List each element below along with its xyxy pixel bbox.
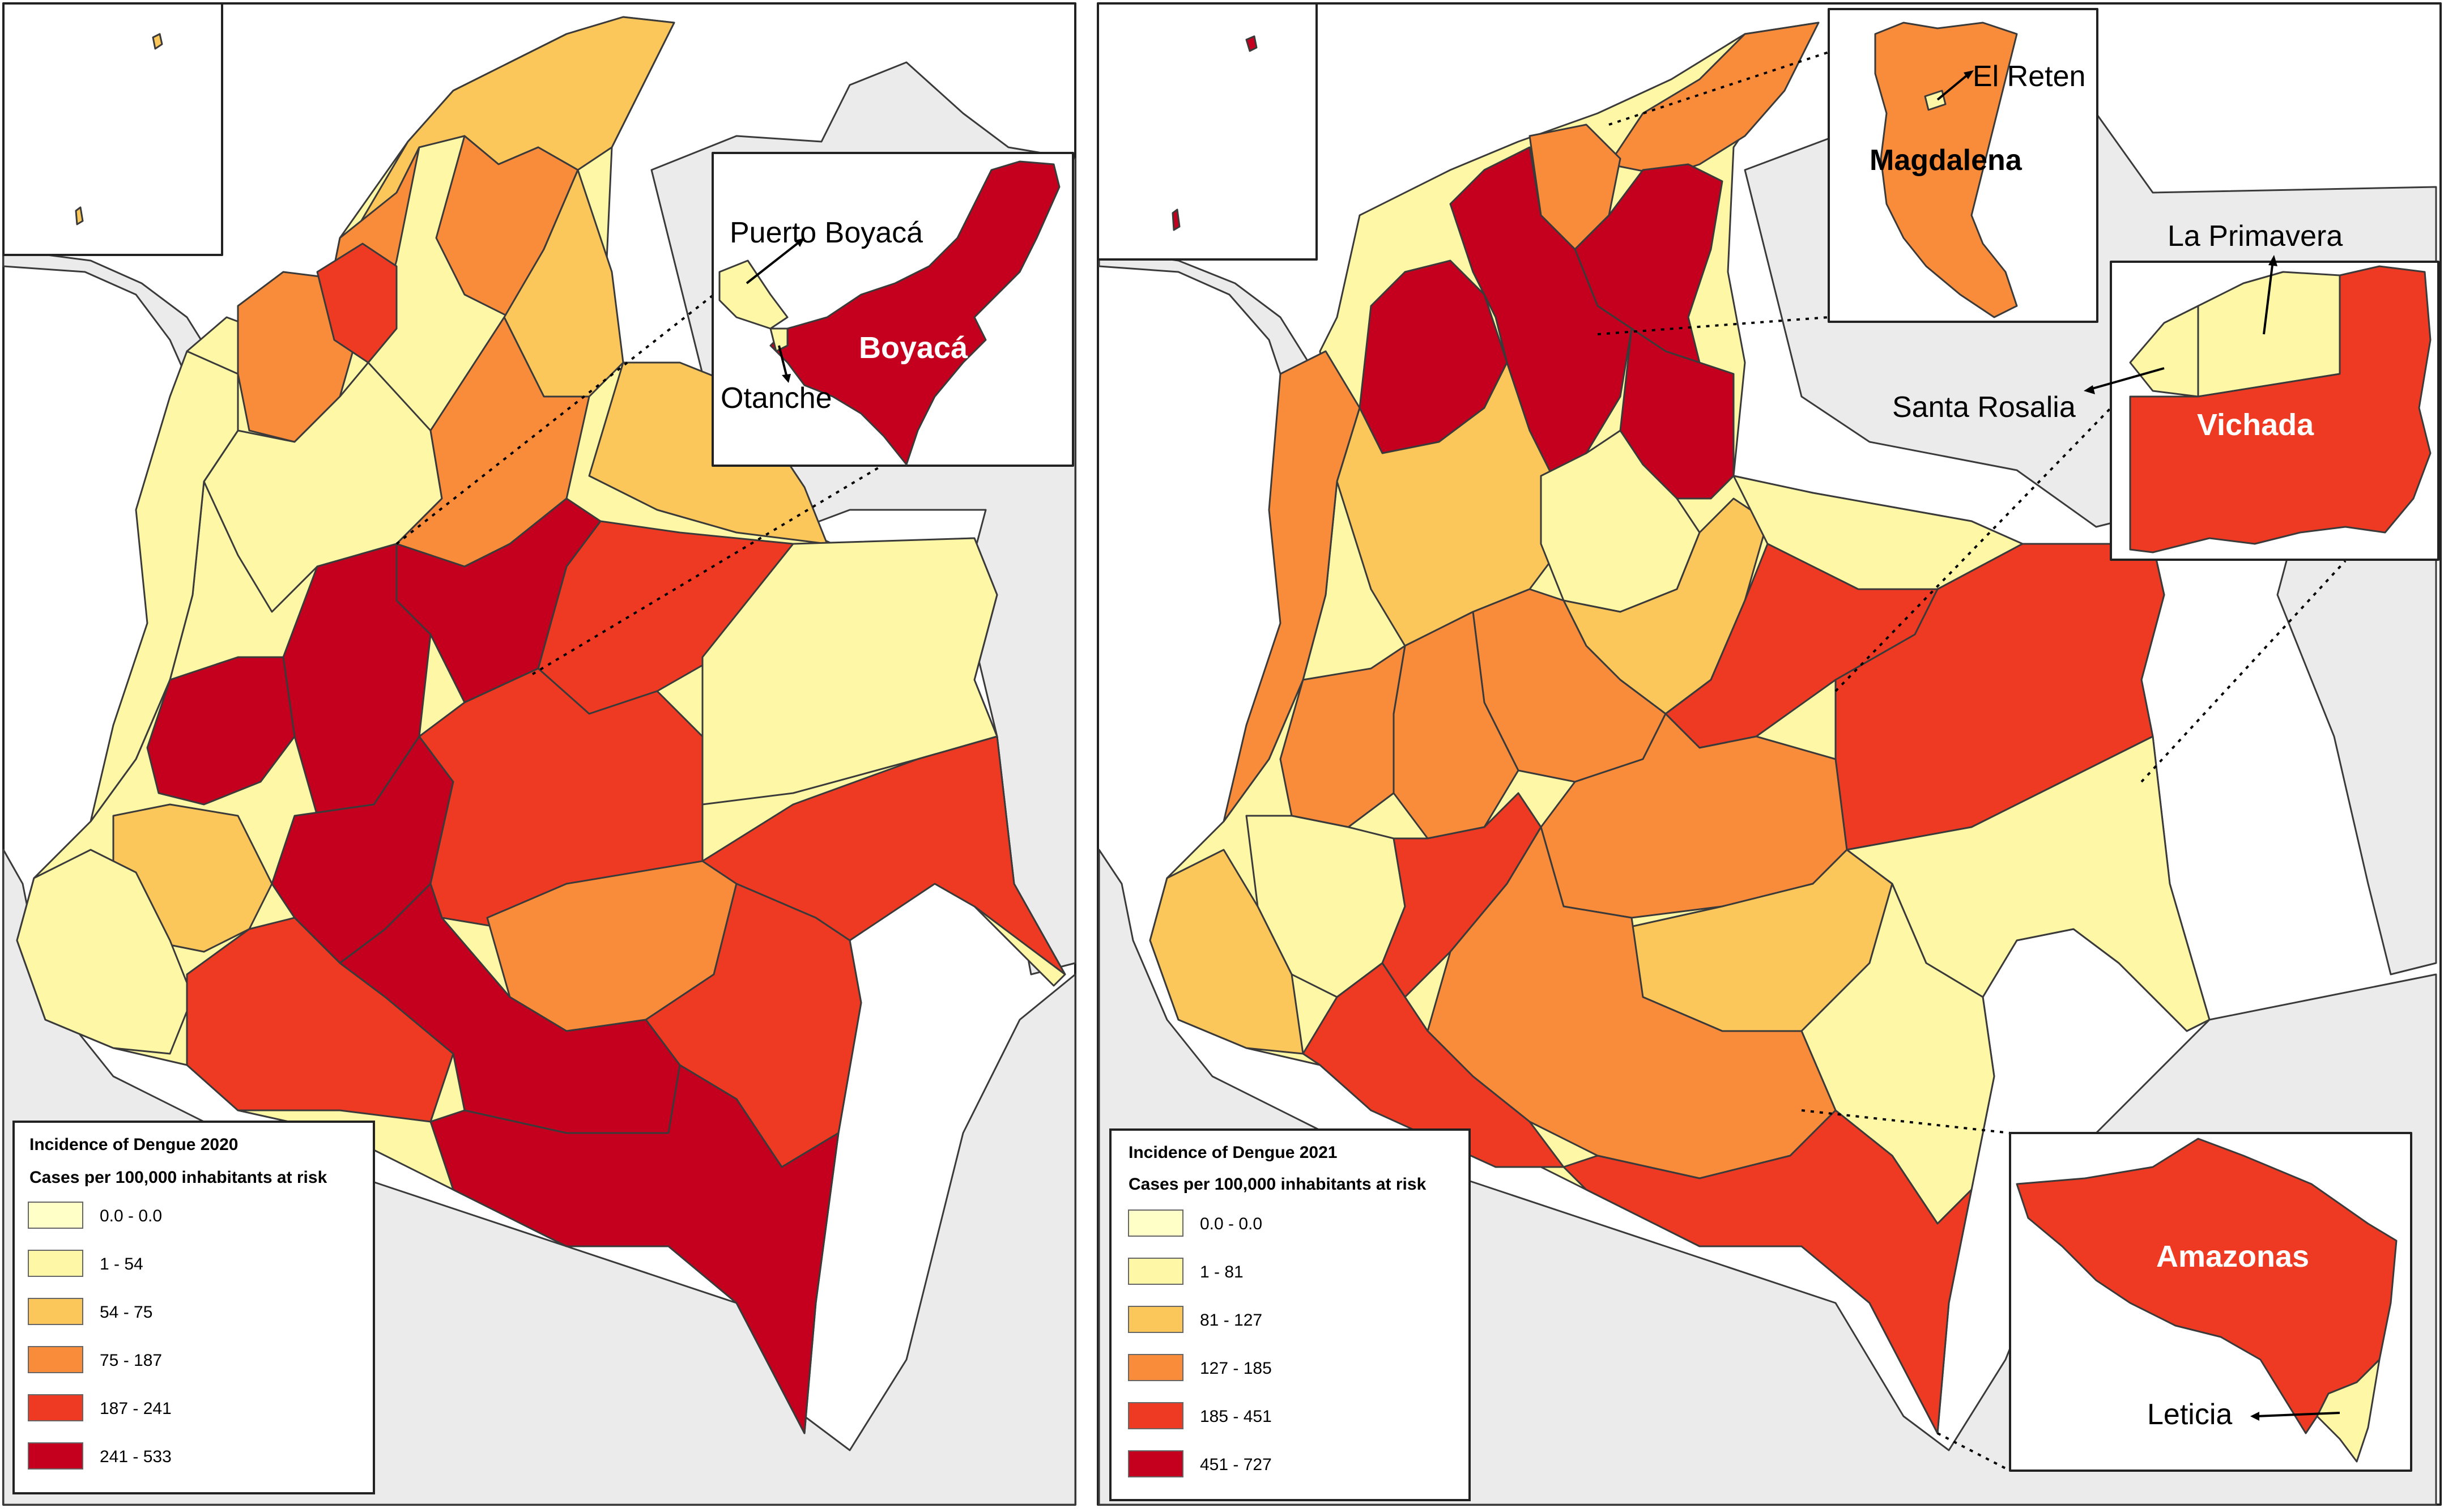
- map-2021: [1097, 2, 2442, 1506]
- label-leticia: Leticia: [2147, 1398, 2232, 1431]
- leader-line-2020-a: [395, 293, 715, 545]
- puerto-boyaca-arrowhead: [795, 238, 804, 247]
- region-2021-narino: [1149, 849, 1304, 1055]
- la-primavera-arrow: [2263, 260, 2274, 335]
- el-reten-shape: [1924, 90, 1947, 111]
- boyaca-shape: [769, 160, 1061, 466]
- otanche-arrowhead: [782, 374, 791, 383]
- legend-2021-swatch-0: [1128, 1209, 1183, 1237]
- legend-2021-title: Incidence of Dengue 2021: [1129, 1143, 1337, 1162]
- label-puerto-boyaca: Puerto Boyacá: [730, 216, 923, 249]
- legend-2020-label-2: 54 - 75: [100, 1303, 152, 1322]
- santa-rosalia-arrow: [2088, 367, 2165, 391]
- la-primavera-arrowhead: [2268, 255, 2277, 266]
- island-san-andres-2020: [152, 33, 163, 50]
- region-2020-bolivar-south: [316, 242, 398, 364]
- legend-2021-label-4: 185 - 451: [1200, 1407, 1272, 1426]
- legend-2021-label-3: 127 - 185: [1200, 1359, 1272, 1378]
- puerto-boyaca-arrow: [746, 237, 806, 284]
- label-amazonas: Amazonas: [2156, 1240, 2309, 1274]
- legend-2020-subtitle: Cases per 100,000 inhabitants at risk: [29, 1168, 327, 1187]
- region-2020-amazonas-red: [429, 1064, 840, 1434]
- vichada-shape: [2129, 265, 2432, 553]
- leader-line-2021-c: [1834, 407, 2112, 692]
- legend-2020-swatch-2: [28, 1298, 83, 1325]
- el-reten-arrowhead: [1964, 70, 1974, 79]
- legend-2021-label-2: 81 - 127: [1200, 1311, 1262, 1330]
- region-2021-putumayo: [1302, 962, 1565, 1168]
- legend-2020-title: Incidence of Dengue 2020: [29, 1135, 238, 1154]
- legend-2020-swatch-4: [28, 1394, 83, 1421]
- legend-2020-swatch-0: [28, 1202, 83, 1229]
- region-2020-choco: [90, 350, 239, 823]
- leader-line-2021-b: [1597, 316, 1829, 335]
- legend-2020-label-3: 75 - 187: [100, 1351, 162, 1370]
- region-2021-valle: [1279, 645, 1406, 828]
- legend-2021-swatch-2: [1128, 1306, 1183, 1333]
- legend-2021-label-5: 451 - 727: [1200, 1455, 1272, 1474]
- region-2020-valle-red: [146, 656, 296, 806]
- legend-2020: Incidence of Dengue 2020 Cases per 100,0…: [12, 1121, 375, 1494]
- islands-inset-2020: [2, 2, 223, 256]
- label-otanche: Otanche: [721, 382, 832, 415]
- legend-2020-label-4: 187 - 241: [100, 1399, 172, 1418]
- legend-2021-items: 0.0 - 0.0 1 - 81 81 - 127 127 - 185 185 - 45…: [1128, 1209, 1272, 1477]
- region-2021-choco: [1223, 350, 1361, 823]
- label-boyaca: Boyacá: [859, 331, 968, 365]
- legend-2021-swatch-4: [1128, 1402, 1183, 1429]
- legend-2020-swatch-3: [28, 1346, 83, 1373]
- legend-2020-label-1: 1 - 54: [100, 1255, 143, 1274]
- legend-2021-label-0: 0.0 - 0.0: [1200, 1215, 1262, 1233]
- region-2020-north-coast: [350, 16, 675, 239]
- label-la-primavera: La Primavera: [2168, 220, 2343, 253]
- label-vichada: Vichada: [2197, 408, 2314, 442]
- puerto-boyaca-shape: [718, 259, 789, 330]
- otanche-shape: [769, 327, 789, 352]
- otanche-arrow: [778, 345, 789, 380]
- island-san-andres-2021: [1245, 35, 1258, 52]
- region-2021-amazonas: [1562, 1109, 1973, 1434]
- region-2021-bolivar-red: [1449, 146, 1633, 477]
- islands-inset-2021: [1097, 2, 1318, 261]
- magdalena-shape: [1874, 22, 2018, 318]
- island-providencia-2021: [1172, 208, 1181, 231]
- legend-2021-swatch-5: [1128, 1450, 1183, 1477]
- santa-rosalia-arrowhead: [2084, 385, 2095, 394]
- label-magdalena: Magdalena: [1870, 144, 2023, 177]
- region-2020-caqueta-red: [293, 883, 681, 1134]
- legend-2021-swatch-1: [1128, 1258, 1183, 1285]
- legend-2020-label-5: 241 - 533: [100, 1447, 172, 1466]
- label-el-reten: El Reten: [1973, 60, 2085, 93]
- region-2020-arauca: [588, 361, 828, 545]
- region-2020-narino: [16, 849, 194, 1055]
- leader-line-2021-a: [1608, 51, 1829, 126]
- region-2020-vichada: [701, 537, 998, 806]
- legend-2021-label-1: 1 - 81: [1200, 1263, 1244, 1281]
- legend-2021-subtitle: Cases per 100,000 inhabitants at risk: [1129, 1175, 1427, 1194]
- legend-2020-items: 0.0 - 0.0 1 - 54 54 - 75 75 - 187 187 - 241 2…: [28, 1202, 172, 1470]
- leticia-shape: [2316, 1358, 2381, 1463]
- legend-2020-swatch-1: [28, 1250, 83, 1277]
- legend-2021-swatch-3: [1128, 1354, 1183, 1381]
- legend-2020-swatch-5: [28, 1442, 83, 1470]
- leader-line-2021-e: [1801, 1109, 2011, 1134]
- leticia-arrowhead: [2250, 1412, 2259, 1421]
- el-reten-arrow: [1936, 71, 1972, 101]
- leticia-arrow: [2255, 1412, 2340, 1417]
- legend-2020-label-0: 0.0 - 0.0: [100, 1207, 162, 1225]
- island-providencia-2020: [75, 206, 84, 225]
- legend-2021: Incidence of Dengue 2021 Cases per 100,0…: [1109, 1128, 1471, 1501]
- label-santa-rosalia: Santa Rosalia: [1892, 391, 2076, 424]
